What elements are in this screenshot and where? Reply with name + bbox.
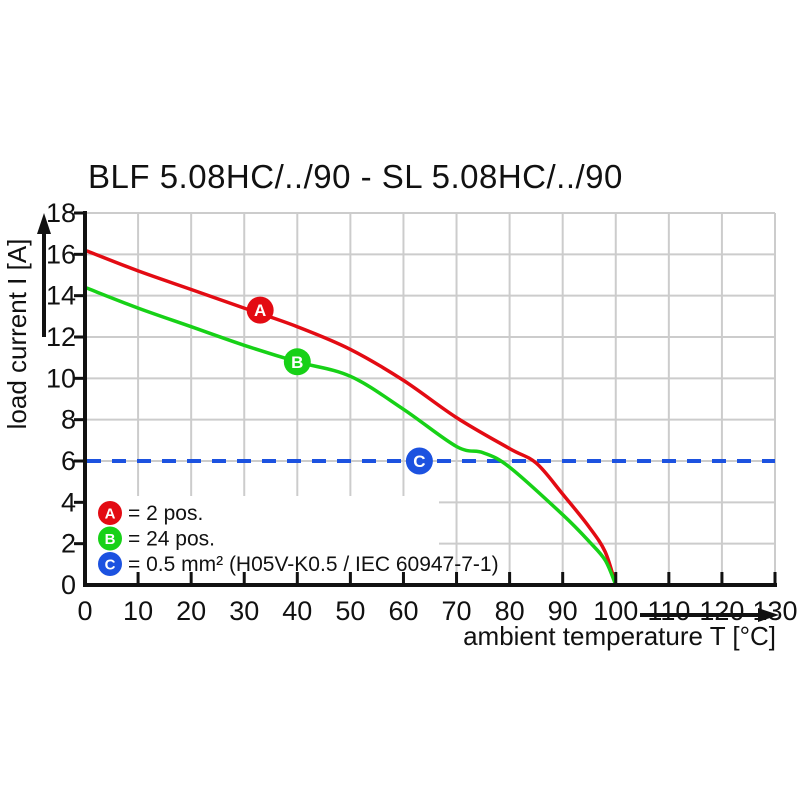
y-tick-label: 4 bbox=[61, 487, 76, 517]
legend-marker-A bbox=[98, 501, 122, 525]
x-tick-label: 30 bbox=[229, 596, 259, 626]
curve-A bbox=[83, 248, 618, 587]
x-tick-label: 110 bbox=[647, 596, 690, 626]
x-tick-label: 100 bbox=[593, 596, 638, 626]
x-tick-label: 10 bbox=[123, 596, 153, 626]
axes bbox=[83, 211, 777, 587]
curve-marker-letter: C bbox=[413, 452, 425, 471]
y-tick-label: 12 bbox=[46, 322, 76, 352]
y-tick-label: 10 bbox=[46, 363, 76, 393]
y-tick-label: 18 bbox=[46, 198, 76, 228]
curve-marker-A bbox=[246, 296, 274, 324]
y-axis-arrow-icon bbox=[37, 213, 51, 337]
x-axis-title: ambient temperature T [°C] bbox=[463, 608, 779, 651]
data-series bbox=[83, 248, 775, 587]
axis-tick-labels: 0 10 20 30 40 50 60 70 80 90 100 110 120 130024681012… bbox=[46, 198, 798, 626]
y-tick-label: 16 bbox=[46, 239, 76, 269]
y-tick-label: 2 bbox=[61, 529, 76, 559]
x-axis-label: ambient temperature T [°C] bbox=[463, 621, 776, 651]
y-tick-label: 14 bbox=[46, 281, 76, 311]
y-tick-label: 6 bbox=[61, 446, 76, 476]
legend: A = 2 pos. B = 24 pos. C = 0.5 mm² (H05V-K0.5… bbox=[87, 496, 499, 583]
x-tick-label: 20 bbox=[176, 596, 206, 626]
x-tick-label: 40 bbox=[282, 596, 312, 626]
legend-marker-letter: B bbox=[105, 531, 116, 548]
x-tick-label: 80 bbox=[495, 596, 525, 626]
series-markers: A B C bbox=[246, 296, 433, 475]
legend-marker-letter: A bbox=[105, 506, 116, 523]
y-tick-label: 8 bbox=[61, 405, 76, 435]
legend-marker-C bbox=[98, 552, 122, 576]
legend-label: = 24 pos. bbox=[128, 528, 215, 551]
curve-marker-letter: B bbox=[291, 353, 303, 372]
x-tick-label: 50 bbox=[335, 596, 365, 626]
x-tick-label: 90 bbox=[548, 596, 578, 626]
curve-B bbox=[83, 285, 618, 587]
x-tick-label: 60 bbox=[388, 596, 418, 626]
legend-marker-B bbox=[98, 526, 122, 551]
axis-ticks bbox=[74, 211, 777, 583]
x-tick-label: 0 bbox=[77, 596, 92, 626]
x-tick-label: 120 bbox=[699, 596, 744, 626]
chart-title: BLF 5.08HC/../90 - SL 5.08HC/../90 bbox=[88, 158, 623, 195]
curve-marker-C bbox=[405, 447, 433, 475]
curve-marker-B bbox=[283, 348, 311, 376]
curve-marker-letter: A bbox=[254, 301, 266, 320]
x-tick-label: 70 bbox=[442, 596, 472, 626]
y-axis-label: load current I [A] bbox=[2, 239, 32, 430]
x-axis-arrow-icon bbox=[640, 608, 779, 622]
y-tick-label: 0 bbox=[61, 570, 76, 600]
legend-background bbox=[87, 496, 439, 583]
legend-label: = 2 pos. bbox=[128, 502, 203, 525]
y-axis-title: load current I [A] bbox=[2, 213, 51, 429]
legend-label: = 0.5 mm² (H05V-K0.5 / IEC 60947-7-1) bbox=[128, 553, 499, 576]
legend-marker-letter: C bbox=[105, 557, 116, 574]
